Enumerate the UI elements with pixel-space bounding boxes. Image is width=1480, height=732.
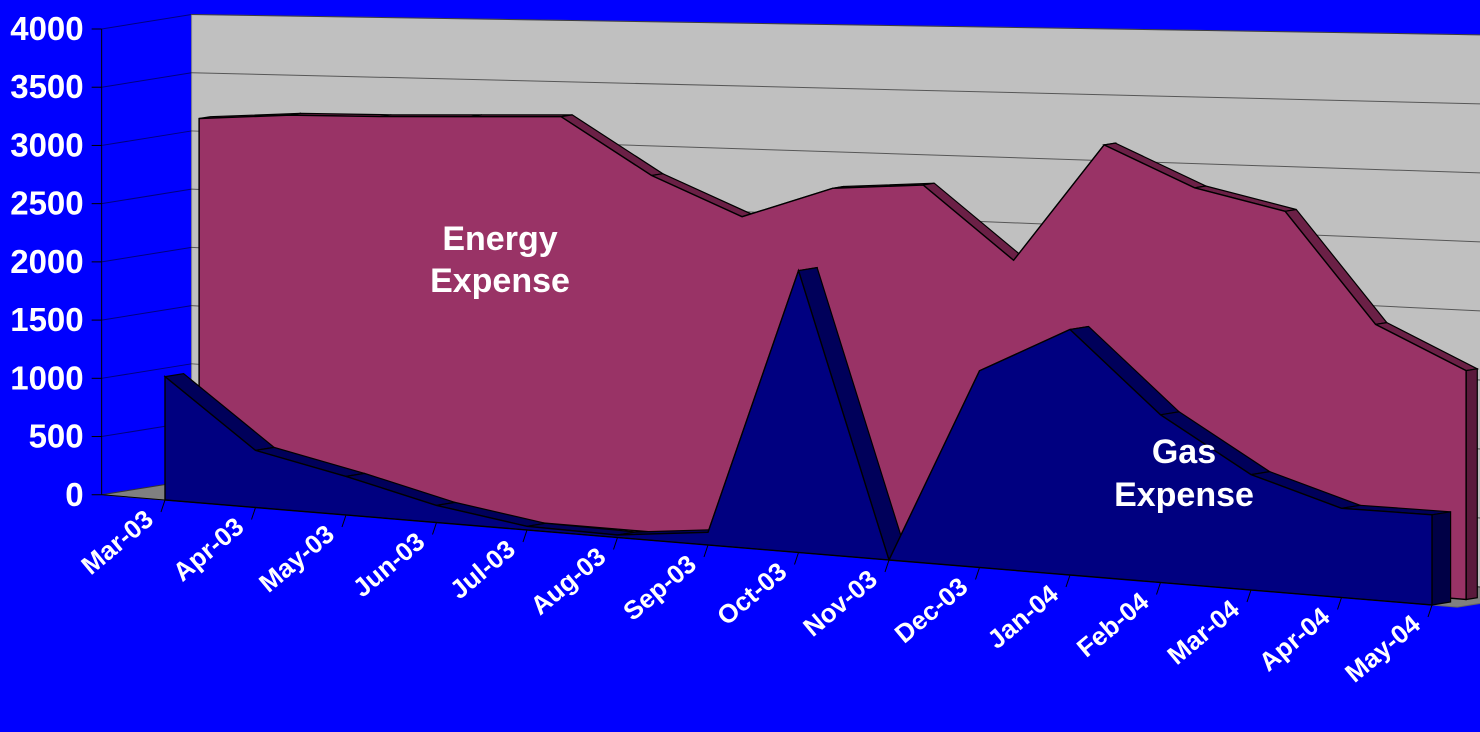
y-tick-label: 2000 (10, 243, 83, 280)
x-tick-mark (522, 529, 528, 543)
x-tick-label: Feb-04 (1071, 586, 1155, 663)
x-tick-mark (1337, 597, 1342, 610)
x-tick-label: Aug-03 (525, 541, 612, 621)
x-tick-label: Apr-04 (1253, 601, 1336, 677)
x-tick-label: Jan-04 (981, 578, 1064, 654)
x-tick-mark (703, 544, 709, 558)
y-tick-label: 4000 (10, 10, 83, 47)
gas-expense-series (163, 266, 1452, 606)
x-tick-label: Nov-03 (797, 564, 883, 643)
gas-expense-label-line2: Expense (1114, 476, 1254, 514)
x-tick-mark (794, 552, 799, 565)
x-tick-mark (1246, 589, 1252, 603)
side-gridline (101, 305, 192, 321)
x-tick-mark (251, 507, 256, 520)
y-tick-label: 3000 (10, 126, 83, 163)
x-tick-label: Jun-03 (347, 526, 430, 603)
x-tick-mark (432, 522, 437, 535)
x-tick-mark (884, 559, 890, 573)
x-tick-label: May-03 (253, 519, 340, 599)
side-gridline (101, 14, 192, 30)
gridline (191, 72, 1480, 105)
x-tick-mark (1065, 574, 1071, 588)
x-tick-mark (975, 567, 980, 580)
x-tick-label: Jul-03 (444, 534, 521, 605)
y-tick-label: 3500 (10, 68, 83, 105)
x-tick-mark (1156, 582, 1161, 595)
x-tick-label: Oct-03 (711, 556, 792, 631)
gas-expense-front-face (164, 268, 1433, 606)
x-tick-label: Mar-03 (75, 504, 158, 581)
y-tick-label: 1000 (10, 359, 83, 396)
y-tick-label: 2500 (10, 185, 83, 222)
energy-expense-label-line1: Energy (442, 220, 557, 258)
y-tick-label: 1500 (10, 301, 83, 338)
x-tick-label: May-04 (1339, 608, 1426, 688)
side-gridline (101, 130, 192, 146)
x-tick-mark (1427, 604, 1433, 618)
series-areas (163, 112, 1480, 606)
side-gridline (101, 188, 192, 205)
x-axis (101, 494, 1433, 606)
x-tick-label: Apr-03 (167, 511, 249, 587)
x-tick-mark (613, 537, 618, 550)
gas-expense-label-line1: Gas (1152, 433, 1216, 471)
side-gridline (101, 363, 192, 379)
x-tick-mark (341, 514, 347, 528)
x-tick-label: Dec-03 (889, 571, 974, 649)
annotations: Energy Expense Gas Expense (430, 220, 1254, 514)
side-gridline (101, 72, 192, 88)
energy-expense-side-cap (1465, 368, 1478, 601)
x-tick-label: Mar-04 (1161, 593, 1245, 670)
x-tick-mark (160, 499, 166, 513)
y-tick-label: 0 (65, 476, 83, 513)
side-gridline (101, 246, 192, 263)
gas-expense-side-cap (1431, 511, 1452, 606)
x-tick-label: Sep-03 (617, 549, 702, 627)
y-tick-label: 500 (29, 418, 84, 455)
gridline (191, 14, 1480, 36)
energy-expense-label-line2: Expense (430, 262, 570, 300)
